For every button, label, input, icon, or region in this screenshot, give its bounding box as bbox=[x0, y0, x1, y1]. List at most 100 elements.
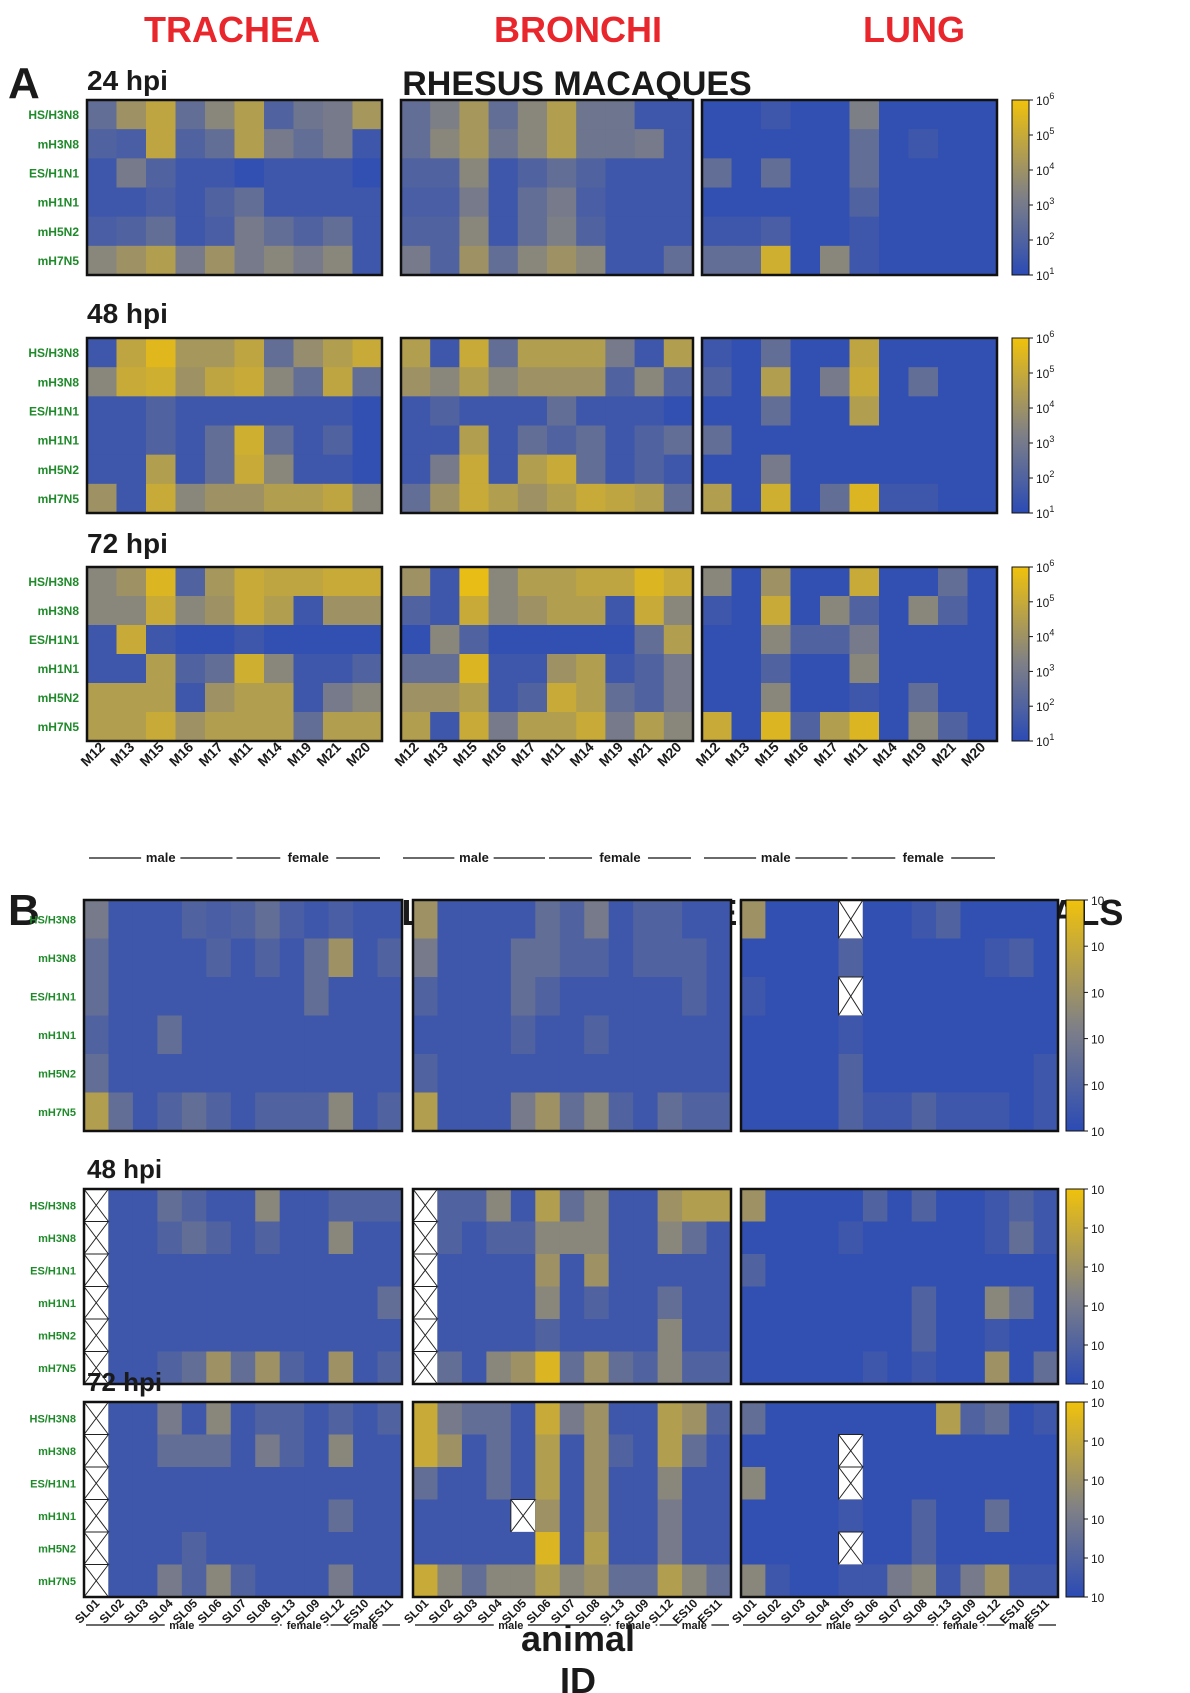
heatmap-cell bbox=[908, 567, 939, 597]
heatmap-cell bbox=[838, 938, 864, 978]
heatmap-cell bbox=[181, 977, 207, 1016]
heatmap-cell bbox=[559, 977, 585, 1016]
heatmap-cell bbox=[430, 454, 460, 485]
heatmap-cell bbox=[741, 938, 766, 978]
heatmap-cell bbox=[181, 1402, 207, 1435]
heatmap-cell bbox=[820, 100, 850, 130]
heatmap-cell bbox=[790, 625, 821, 655]
heatmap-cell bbox=[731, 683, 762, 713]
heatmap-frame bbox=[411, 1187, 733, 1386]
heatmap-cell bbox=[633, 1015, 659, 1055]
heatmap-cell bbox=[984, 1015, 1010, 1055]
column-label: SL08 bbox=[243, 1596, 273, 1626]
heatmap-cell bbox=[279, 1015, 305, 1055]
heatmap-cell bbox=[634, 712, 665, 742]
heatmap-cell bbox=[608, 1564, 634, 1598]
heatmap-cell bbox=[293, 596, 324, 626]
heatmap-cell bbox=[633, 1189, 659, 1222]
heatmap-cell bbox=[576, 425, 606, 456]
heatmap-cell bbox=[938, 596, 968, 626]
heatmap-cell bbox=[264, 216, 294, 247]
heatmap-cell bbox=[264, 712, 294, 742]
heatmap-cell bbox=[437, 1564, 463, 1598]
heatmap-cell bbox=[633, 1254, 659, 1287]
heatmap-cell bbox=[293, 483, 324, 514]
heatmap-cell bbox=[486, 1434, 512, 1468]
row-label: mH7N5 bbox=[38, 254, 80, 268]
heatmap-cell bbox=[633, 1499, 659, 1533]
heatmap-cell bbox=[960, 938, 986, 978]
heatmap-cell bbox=[328, 1054, 354, 1093]
heatmap-cell bbox=[1009, 1286, 1035, 1320]
heatmap-cell bbox=[634, 158, 665, 188]
heatmap-cell bbox=[510, 1351, 536, 1385]
heatmap-cell bbox=[984, 1189, 1010, 1222]
heatmap-cell bbox=[960, 1532, 986, 1565]
heatmap-cell bbox=[459, 187, 490, 218]
heatmap-cell bbox=[146, 625, 176, 655]
group-label: male bbox=[459, 850, 489, 865]
heatmap-cell bbox=[790, 245, 821, 276]
heatmap-cell bbox=[205, 683, 235, 713]
heatmap-cell bbox=[634, 245, 665, 276]
heatmap-cell bbox=[559, 1532, 585, 1565]
heatmap-cell bbox=[108, 1351, 134, 1385]
row-label: mH5N2 bbox=[38, 691, 80, 705]
heatmap-cell bbox=[657, 1054, 683, 1093]
heatmap-cell bbox=[584, 1092, 610, 1132]
heatmap-cell bbox=[84, 1015, 109, 1055]
heatmap-cell bbox=[352, 100, 383, 130]
heatmap-cell bbox=[862, 977, 888, 1016]
heatmap-cell bbox=[353, 977, 379, 1016]
heatmap-cell bbox=[401, 596, 431, 626]
heatmap-cell bbox=[908, 245, 939, 276]
missing-cross bbox=[83, 1188, 109, 1222]
column-label: M12 bbox=[391, 739, 422, 770]
heatmap-cell bbox=[634, 216, 665, 247]
heatmap-cell bbox=[437, 1015, 463, 1055]
heatmap-cell bbox=[967, 596, 998, 626]
heatmap-cell bbox=[967, 216, 998, 247]
row-label: ES/H1N1 bbox=[29, 166, 79, 180]
heatmap-cell bbox=[108, 1254, 134, 1287]
heatmap-frame bbox=[739, 1187, 1060, 1386]
heatmap-cell bbox=[862, 1351, 888, 1385]
heatmap-cell bbox=[377, 1564, 403, 1598]
heatmap-cell bbox=[605, 158, 636, 188]
heatmap-cell bbox=[741, 1319, 766, 1352]
heatmap-cell bbox=[87, 245, 117, 276]
heatmap-cell bbox=[108, 938, 134, 978]
heatmap-cell bbox=[230, 1402, 256, 1435]
column-labels-lung: SL01SL02SL03SL04SL05SL06SL07SL08SL13SL09… bbox=[729, 1596, 1052, 1627]
heatmap-cell bbox=[702, 367, 732, 397]
heatmap-cell bbox=[936, 1221, 961, 1255]
heatmap-cell bbox=[323, 129, 353, 159]
heatmap-cell bbox=[352, 187, 383, 218]
heatmap-cell bbox=[967, 567, 998, 597]
heatmap-cell bbox=[576, 625, 606, 655]
heatmap-cell bbox=[633, 977, 659, 1016]
group-label: male bbox=[169, 1620, 194, 1632]
heatmap-cell bbox=[741, 1532, 766, 1565]
heatmap-cell bbox=[862, 1467, 888, 1500]
heatmap-cell bbox=[459, 625, 490, 655]
column-label: M20 bbox=[958, 739, 989, 770]
heatmap-cell bbox=[657, 1221, 683, 1255]
heatmap-cell bbox=[264, 187, 294, 218]
heatmap-cell bbox=[323, 100, 353, 130]
heatmap-cell bbox=[765, 1092, 791, 1132]
time-label: 48 hpi bbox=[87, 1154, 162, 1184]
heatmap-cell bbox=[517, 338, 548, 368]
heatmap-cell bbox=[814, 1092, 840, 1132]
heatmap-cell bbox=[576, 129, 606, 159]
heatmap-cell bbox=[488, 712, 519, 742]
heatmap-cell bbox=[663, 396, 694, 426]
heatmap-cell bbox=[938, 338, 968, 368]
heatmap-cell bbox=[181, 1467, 207, 1500]
heatmap-cell bbox=[849, 567, 880, 597]
row-label: HS/H3N8 bbox=[30, 1413, 76, 1425]
heatmap-cell bbox=[789, 1221, 815, 1255]
row-label: ES/H1N1 bbox=[30, 1478, 76, 1490]
heatmap-cell bbox=[967, 712, 998, 742]
heatmap-cell bbox=[908, 396, 939, 426]
